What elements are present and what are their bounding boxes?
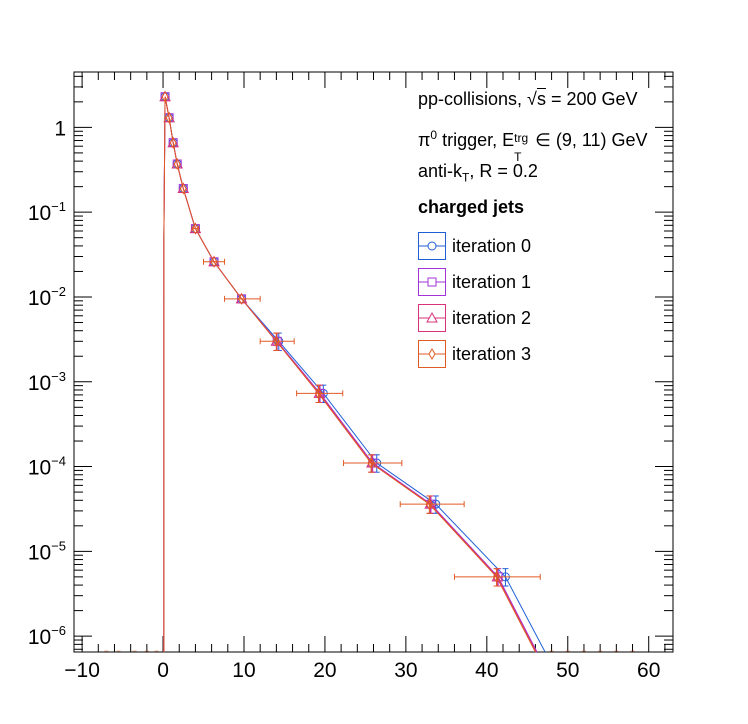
x-tick-label: −10	[64, 659, 100, 682]
data-point	[210, 255, 218, 268]
x-tick-label: 0	[157, 659, 169, 682]
legend-swatch	[418, 268, 446, 296]
y-tick-label: 10−4	[28, 454, 66, 480]
data-point	[367, 457, 375, 470]
data-point	[173, 158, 181, 170]
legend-algorithm-line: anti-kT, R = 0.2	[418, 161, 538, 185]
y-tick-label: 10−2	[28, 284, 66, 310]
data-point	[161, 90, 169, 103]
series-layer	[104, 90, 635, 653]
x-tick-label: 50	[556, 659, 579, 682]
series-line	[163, 96, 536, 653]
legend-entry-iteration-3: iteration 3	[418, 336, 688, 372]
tick-labels: −10 0 10 20 30 40 50 60 1 10−1 10−2 10−3…	[28, 117, 661, 682]
y-tick-label: 10−1	[28, 199, 66, 225]
x-tick-label: 20	[313, 659, 336, 682]
axis-ticks	[74, 72, 673, 652]
y-tick-label: 10−5	[28, 538, 66, 564]
y-tick-label: 1	[54, 117, 66, 140]
legend-entry-label: iteration 0	[452, 235, 532, 256]
data-point	[272, 335, 280, 348]
x-tick-label: 10	[232, 659, 255, 682]
legend-swatch	[418, 232, 446, 260]
legend-entry-iteration-2: iteration 2	[418, 300, 688, 336]
legend-swatch	[418, 340, 446, 368]
legend-entry-label: iteration 2	[452, 307, 532, 328]
data-point	[425, 498, 433, 511]
legend-collision-line: pp-collisions, √s = 200 GeV	[418, 88, 638, 109]
legend-entry-iteration-1: iteration 1	[418, 264, 688, 300]
y-tick-label: 10−6	[28, 623, 66, 649]
data-point	[492, 570, 501, 583]
x-tick-label: 40	[475, 659, 498, 682]
data-point	[169, 136, 177, 149]
x-tick-label: 60	[637, 659, 660, 682]
legend: pp-collisions, √s = 200 GeV π0 trigger, …	[418, 84, 688, 372]
data-point	[165, 111, 173, 124]
data-point	[179, 182, 187, 195]
data-point	[237, 292, 246, 305]
data-point	[191, 222, 200, 235]
legend-entry-iteration-0: iteration 0	[418, 228, 688, 264]
x-tick-label: 30	[394, 659, 417, 682]
data-point	[314, 387, 323, 400]
y-tick-label: 10−3	[28, 369, 66, 395]
legend-entry-label: iteration 1	[452, 271, 532, 292]
legend-header: charged jets	[418, 197, 525, 217]
legend-swatch	[418, 304, 446, 332]
legend-entry-label: iteration 3	[452, 343, 532, 364]
